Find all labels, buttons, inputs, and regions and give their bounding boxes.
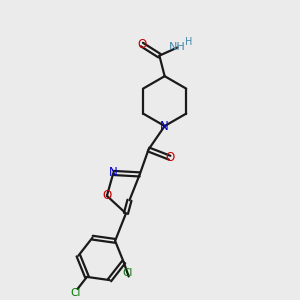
Text: O: O <box>102 189 112 202</box>
Text: N: N <box>160 119 169 133</box>
Text: NH: NH <box>169 42 186 52</box>
Text: Cl: Cl <box>70 288 80 298</box>
Text: Cl: Cl <box>122 268 133 278</box>
Text: H: H <box>185 37 192 47</box>
Text: O: O <box>165 151 174 164</box>
Text: N: N <box>109 167 118 179</box>
Text: O: O <box>137 38 146 51</box>
